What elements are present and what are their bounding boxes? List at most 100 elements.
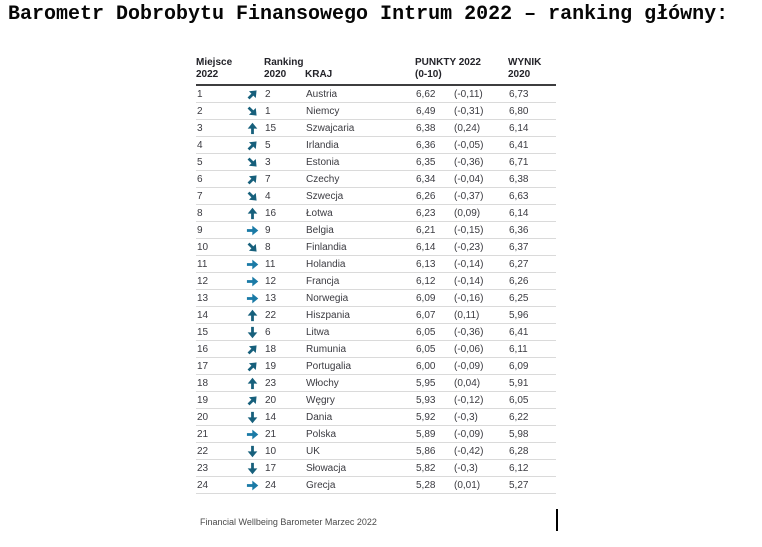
table-row: 12 12 Francja 6,12 (-0,14) 6,26 <box>196 273 556 290</box>
cell-result-2020: 5,27 <box>509 479 529 491</box>
cell-points-change: (-0,42) <box>454 445 484 457</box>
cell-points-change: (0,24) <box>454 122 481 134</box>
trend-arrow-cell <box>245 411 264 424</box>
trend-arrow-cell <box>245 173 264 186</box>
cell-points-2022: 6,62 <box>416 88 436 100</box>
cell-result-2020: 6,63 <box>509 190 529 202</box>
cell-place-2022: 20 <box>197 411 209 423</box>
trend-down-icon <box>246 445 259 458</box>
cell-result-2020: 6,14 <box>509 207 529 219</box>
table-row: 4 5 Irlandia 6,36 (-0,05) 6,41 <box>196 137 556 154</box>
cell-points-2022: 6,09 <box>416 292 436 304</box>
header-country-label: KRAJ <box>305 69 333 80</box>
cell-country: Polska <box>306 428 337 440</box>
cell-result-2020: 6,71 <box>509 156 529 168</box>
trend-arrow-cell <box>245 275 264 288</box>
header-cell-place: Miejsce 2022 <box>196 57 264 81</box>
trend-up-icon <box>246 122 259 135</box>
trend-arrow-cell <box>245 360 264 373</box>
table-row: 14 22 Hiszpania 6,07 (0,11) 5,96 <box>196 307 556 324</box>
cell-place-2022: 21 <box>197 428 209 440</box>
cell-points-2022: 5,93 <box>416 394 436 406</box>
cell-points-change: (0,11) <box>454 309 480 321</box>
cell-place-2022: 9 <box>197 224 203 236</box>
header-result-line1: WYNIK <box>508 57 542 68</box>
ranking-table: Miejsce 2022 Ranking 2020 KRAJ PUNKTY 20… <box>196 57 556 494</box>
trend-down-right-icon <box>243 238 261 256</box>
cell-country: Norwegia <box>306 292 349 304</box>
cell-ranking-2020: 3 <box>265 156 271 168</box>
table-row: 8 16 Łotwa 6,23 (0,09) 6,14 <box>196 205 556 222</box>
cell-country: Austria <box>306 88 338 100</box>
cell-place-2022: 10 <box>197 241 209 253</box>
cell-country: Węgry <box>306 394 335 406</box>
header-points-line2: (0-10) <box>415 69 442 80</box>
cell-result-2020: 5,96 <box>509 309 529 321</box>
trend-arrow-cell <box>245 462 264 475</box>
trend-right-icon <box>246 428 259 441</box>
cell-points-2022: 5,86 <box>416 445 436 457</box>
table-row: 15 6 Litwa 6,05 (-0,36) 6,41 <box>196 324 556 341</box>
cell-result-2020: 6,05 <box>509 394 529 406</box>
trend-down-icon <box>246 462 259 475</box>
trend-up-right-icon <box>243 85 261 103</box>
cell-country: Belgia <box>306 224 334 236</box>
table-header: Miejsce 2022 Ranking 2020 KRAJ PUNKTY 20… <box>196 57 556 86</box>
table-row: 10 8 Finlandia 6,14 (-0,23) 6,37 <box>196 239 556 256</box>
cell-country: Holandia <box>306 258 346 270</box>
cell-ranking-2020: 1 <box>265 105 271 117</box>
trend-arrow-cell <box>245 479 264 492</box>
cell-points-2022: 6,35 <box>416 156 436 168</box>
cell-points-change: (-0,3) <box>454 411 478 423</box>
cell-place-2022: 6 <box>197 173 203 185</box>
table-row: 17 19 Portugalia 6,00 (-0,09) 6,09 <box>196 358 556 375</box>
cell-place-2022: 15 <box>197 326 209 338</box>
trend-arrow-cell <box>245 309 264 322</box>
table-body: 1 2 Austria 6,62 (-0,11) 6,73 2 1 <box>196 86 556 494</box>
cell-points-2022: 6,13 <box>416 258 436 270</box>
trend-arrow-cell <box>245 241 264 254</box>
cell-ranking-2020: 2 <box>265 88 271 100</box>
trend-down-right-icon <box>243 153 261 171</box>
trend-right-icon <box>246 224 259 237</box>
cell-points-2022: 6,49 <box>416 105 436 117</box>
cell-points-change: (-0,36) <box>454 326 484 338</box>
table-row: 2 1 Niemcy 6,49 (-0,31) 6,80 <box>196 103 556 120</box>
table-row: 13 13 Norwegia 6,09 (-0,16) 6,25 <box>196 290 556 307</box>
cell-ranking-2020: 10 <box>265 445 277 457</box>
trend-up-icon <box>246 309 259 322</box>
cell-result-2020: 6,14 <box>509 122 529 134</box>
cell-ranking-2020: 7 <box>265 173 271 185</box>
header-result-line2: 2020 <box>508 69 531 80</box>
cell-place-2022: 19 <box>197 394 209 406</box>
cell-points-change: (0,09) <box>454 207 481 219</box>
cell-country: Portugalia <box>306 360 352 372</box>
cell-ranking-2020: 9 <box>265 224 271 236</box>
cell-points-2022: 6,05 <box>416 343 436 355</box>
trend-up-right-icon <box>243 357 261 375</box>
cell-points-change: (-0,15) <box>454 224 484 236</box>
cell-points-2022: 6,07 <box>416 309 436 321</box>
trend-arrow-cell <box>245 258 264 271</box>
cell-result-2020: 6,26 <box>509 275 529 287</box>
cell-country: Rumunia <box>306 343 347 355</box>
cell-ranking-2020: 18 <box>265 343 277 355</box>
trend-arrow-cell <box>245 207 264 220</box>
trend-up-icon <box>246 377 259 390</box>
trend-arrow-cell <box>245 105 264 118</box>
cell-points-change: (-0,36) <box>454 156 484 168</box>
cell-place-2022: 22 <box>197 445 209 457</box>
cell-points-2022: 6,34 <box>416 173 436 185</box>
cell-ranking-2020: 21 <box>265 428 277 440</box>
cell-country: Grecja <box>306 479 336 491</box>
cell-result-2020: 6,25 <box>509 292 529 304</box>
cell-points-change: (-0,04) <box>454 173 484 185</box>
cell-result-2020: 6,37 <box>509 241 529 253</box>
trend-down-icon <box>246 326 259 339</box>
cell-place-2022: 3 <box>197 122 203 134</box>
cell-ranking-2020: 13 <box>265 292 277 304</box>
cell-result-2020: 6,22 <box>509 411 529 423</box>
cell-country: Litwa <box>306 326 330 338</box>
cell-points-2022: 5,89 <box>416 428 436 440</box>
cell-country: Niemcy <box>306 105 340 117</box>
